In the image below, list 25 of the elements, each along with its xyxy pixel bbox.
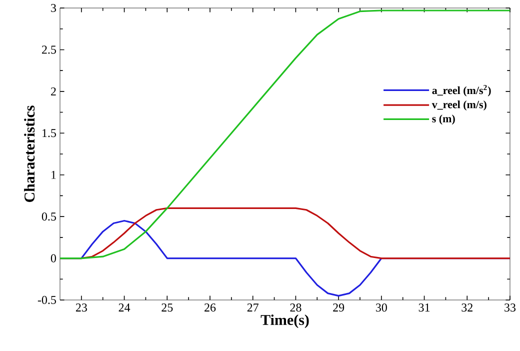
y-tick-label: 1.5: [42, 129, 56, 138]
x-tick-label: 29: [333, 304, 344, 312]
y-tick-label: 2.5: [42, 46, 56, 54]
x-tick-label: 31: [418, 304, 430, 312]
y-tick-label: 3: [51, 4, 56, 12]
x-tick-label: 24: [118, 304, 130, 312]
x-tick-label: 23: [76, 304, 87, 312]
line-series: [60, 10, 510, 260]
y-tick-label: 0: [50, 254, 56, 262]
y-tick-label: -0.5: [38, 296, 56, 304]
legend-label: a_reel (m/s$^{2}$): [432, 84, 491, 96]
x-tick-label: 30: [376, 304, 387, 312]
x-tick-label: 32: [462, 304, 472, 312]
legend-label: v_reel (m/s): [432, 100, 486, 110]
x-tick-label: 27: [247, 304, 259, 312]
x-tick-label: 33: [504, 304, 516, 312]
legend-label: s (m): [432, 114, 455, 125]
x-tick-label: 26: [204, 304, 216, 312]
x-axis-title: Time(s): [260, 314, 309, 328]
y-tick-label: 1: [52, 170, 56, 179]
y-tick-label: 2: [51, 87, 56, 96]
y-tick-label: 0.5: [42, 212, 56, 221]
y-axis-title: Characteristics: [24, 106, 35, 202]
x-tick-label: 25: [162, 304, 173, 312]
x-tick-label: 28: [290, 304, 302, 312]
